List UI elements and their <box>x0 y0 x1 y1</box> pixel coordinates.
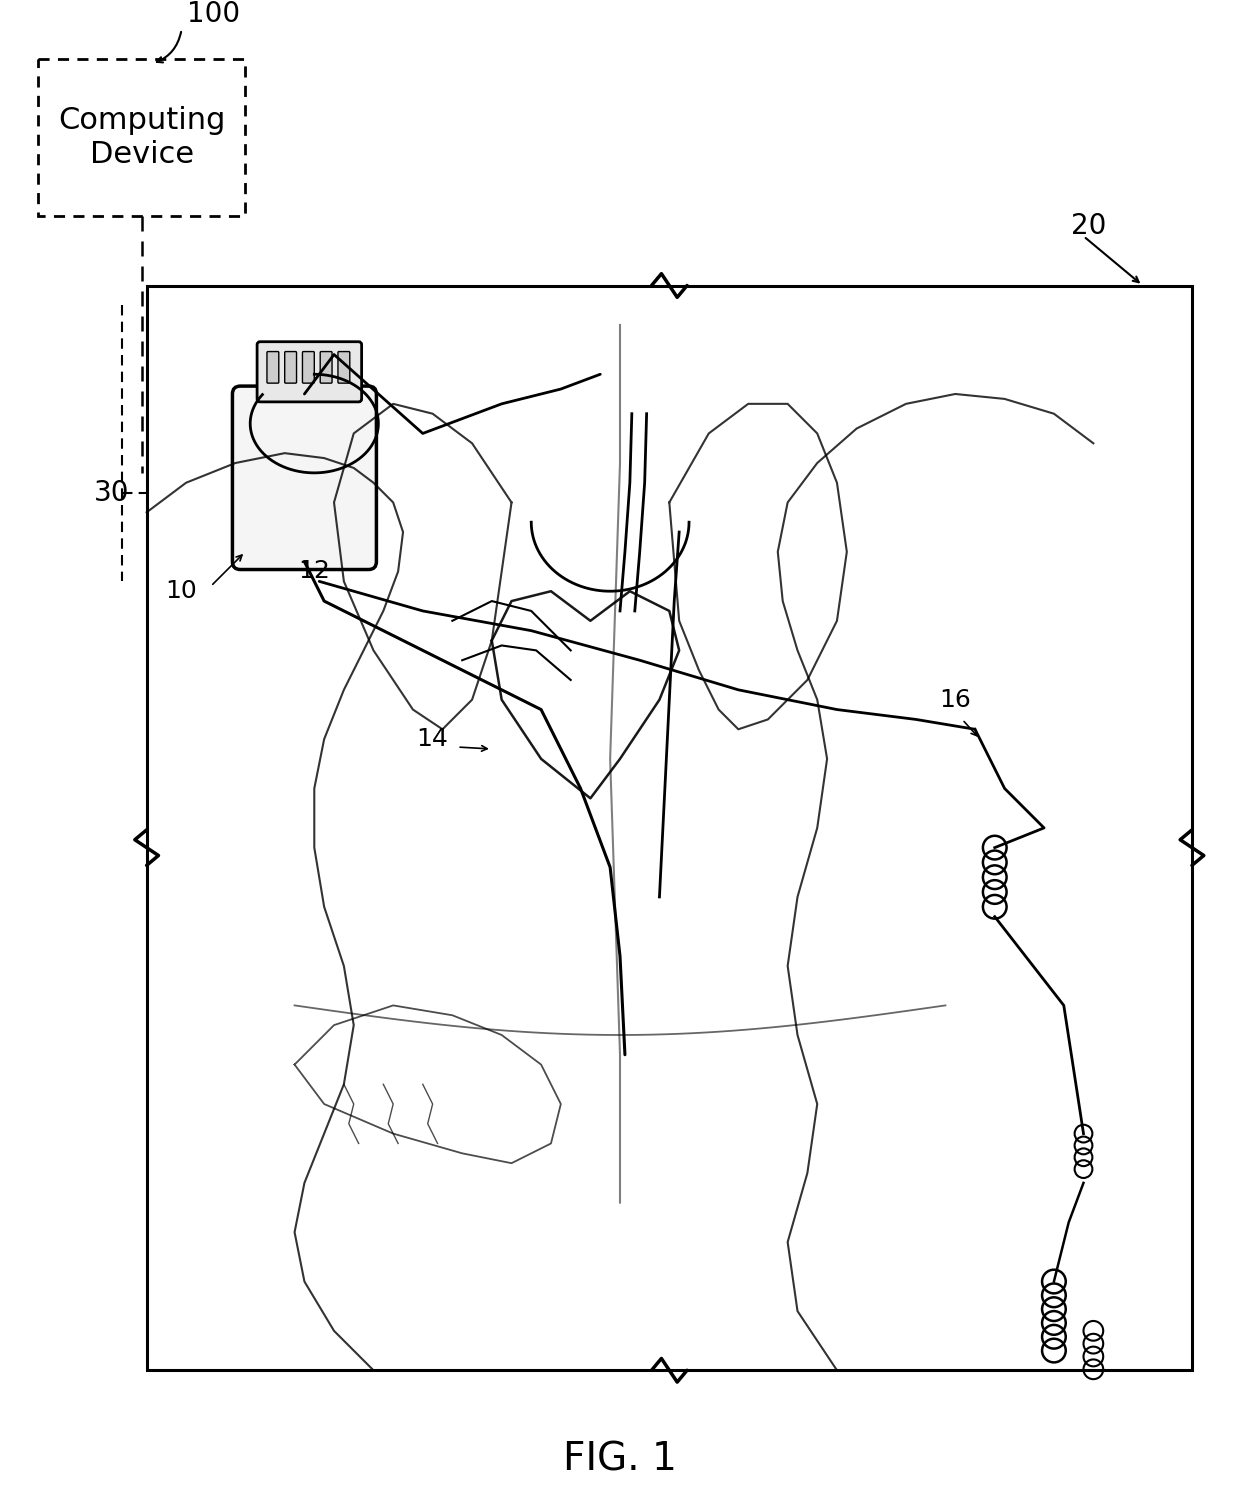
Text: 16: 16 <box>940 687 971 711</box>
FancyBboxPatch shape <box>267 352 279 383</box>
Text: 100: 100 <box>186 0 239 28</box>
FancyBboxPatch shape <box>232 386 377 570</box>
Text: 14: 14 <box>417 728 449 751</box>
Text: 30: 30 <box>94 479 130 507</box>
Text: 12: 12 <box>299 559 330 583</box>
FancyBboxPatch shape <box>257 341 362 403</box>
Text: 20: 20 <box>1071 212 1106 240</box>
Text: 10: 10 <box>165 579 197 604</box>
FancyBboxPatch shape <box>285 352 296 383</box>
Text: Computing
Device: Computing Device <box>58 106 226 168</box>
FancyBboxPatch shape <box>320 352 332 383</box>
Text: FIG. 1: FIG. 1 <box>563 1440 677 1478</box>
FancyBboxPatch shape <box>339 352 350 383</box>
FancyBboxPatch shape <box>146 285 1192 1370</box>
FancyBboxPatch shape <box>38 58 246 216</box>
FancyBboxPatch shape <box>303 352 314 383</box>
